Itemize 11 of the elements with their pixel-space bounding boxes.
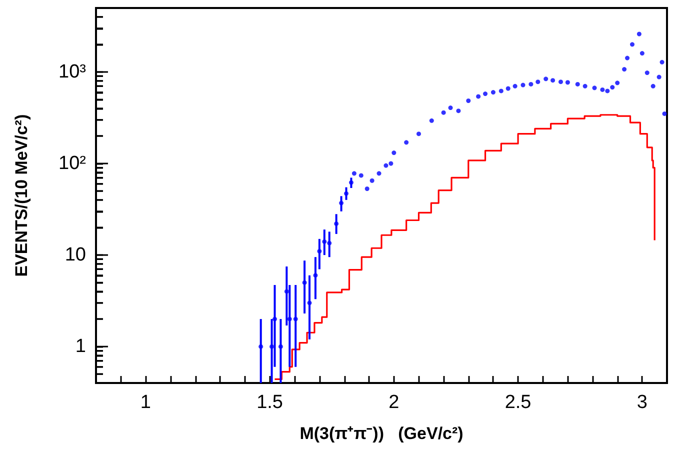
y-axis-title: EVENTS/(10 MeV/c²) — [12, 114, 31, 277]
x-tick-label: 1 — [140, 392, 151, 413]
x-axis-title: M(3(π⁺π⁻)) (GeV/c²) — [300, 424, 464, 443]
x-tick-label: 2 — [388, 392, 400, 413]
y-tick-label: 10 — [64, 244, 86, 266]
x-tick-label: 2.5 — [504, 392, 532, 413]
y-tick-label: 1 — [75, 336, 86, 358]
x-tick-label: 1.5 — [256, 392, 283, 413]
x-tick-label: 3 — [636, 392, 648, 413]
y-tick-label: 10³ — [58, 61, 86, 82]
y-tick-label: 10² — [58, 153, 86, 174]
